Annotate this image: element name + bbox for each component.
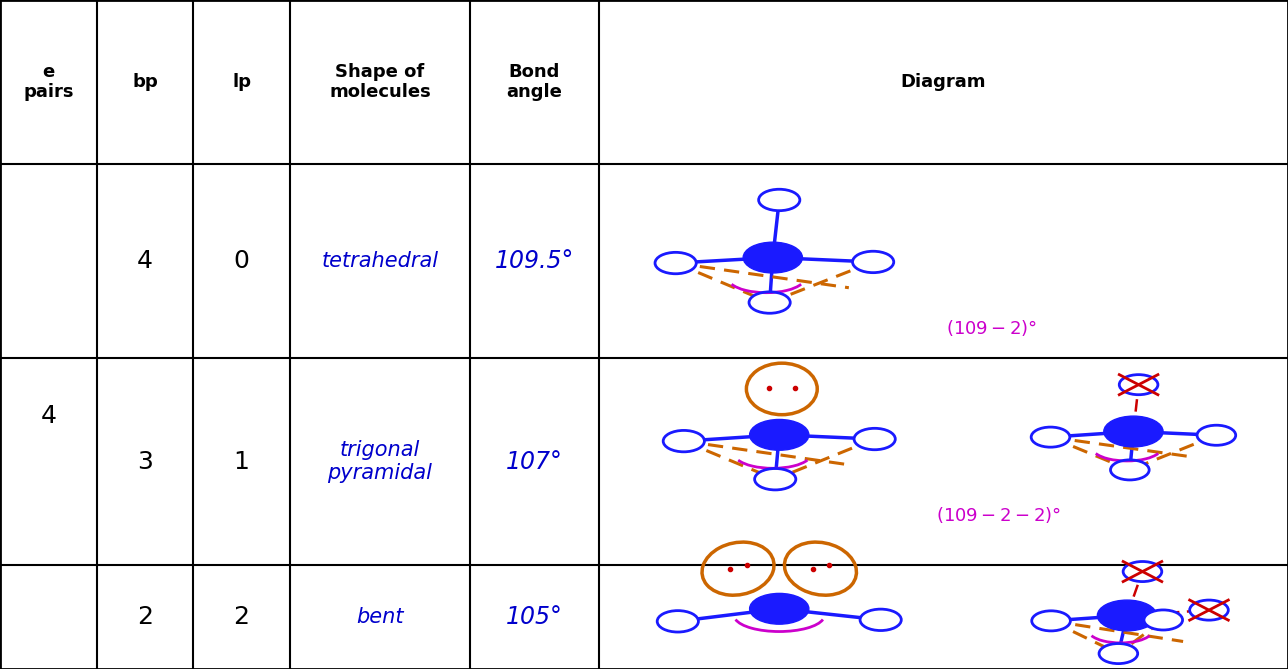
Circle shape — [1032, 427, 1070, 447]
Circle shape — [860, 609, 902, 630]
Circle shape — [657, 611, 698, 632]
Text: 2: 2 — [233, 605, 250, 629]
Circle shape — [656, 252, 697, 274]
Text: e
pairs: e pairs — [23, 63, 73, 101]
Circle shape — [750, 292, 791, 313]
Circle shape — [1190, 600, 1229, 620]
Circle shape — [750, 419, 809, 450]
Circle shape — [1119, 375, 1158, 395]
Text: bp: bp — [133, 73, 157, 91]
Text: 105°: 105° — [506, 605, 563, 629]
Text: 107°: 107° — [506, 450, 563, 474]
Circle shape — [854, 428, 895, 450]
Circle shape — [750, 593, 809, 624]
Circle shape — [1097, 600, 1157, 631]
Circle shape — [1099, 644, 1137, 664]
Text: $(109-2-2)°$: $(109-2-2)°$ — [936, 505, 1060, 525]
Circle shape — [1144, 610, 1182, 630]
Circle shape — [853, 252, 894, 273]
Text: 1: 1 — [233, 450, 250, 474]
Text: lp: lp — [232, 73, 251, 91]
Text: 4: 4 — [137, 249, 153, 273]
Text: Shape of
molecules: Shape of molecules — [330, 63, 430, 101]
Circle shape — [1110, 460, 1149, 480]
Circle shape — [759, 189, 800, 211]
Text: $(109-2)°$: $(109-2)°$ — [947, 318, 1037, 338]
Text: 3: 3 — [137, 450, 153, 474]
Text: trigonal
pyramidal: trigonal pyramidal — [327, 440, 433, 483]
Text: Diagram: Diagram — [900, 73, 987, 91]
Text: 0: 0 — [233, 249, 250, 273]
Circle shape — [1197, 425, 1235, 446]
Text: 2: 2 — [137, 605, 153, 629]
Circle shape — [1032, 611, 1070, 631]
Circle shape — [1104, 416, 1163, 447]
Circle shape — [663, 430, 705, 452]
Text: Bond
angle: Bond angle — [506, 63, 563, 101]
Circle shape — [1123, 561, 1162, 581]
Text: 4: 4 — [40, 405, 57, 428]
Circle shape — [743, 242, 802, 273]
Text: 109.5°: 109.5° — [495, 249, 574, 273]
Text: tetrahedral: tetrahedral — [322, 251, 438, 271]
Circle shape — [755, 468, 796, 490]
Text: bent: bent — [357, 607, 403, 627]
